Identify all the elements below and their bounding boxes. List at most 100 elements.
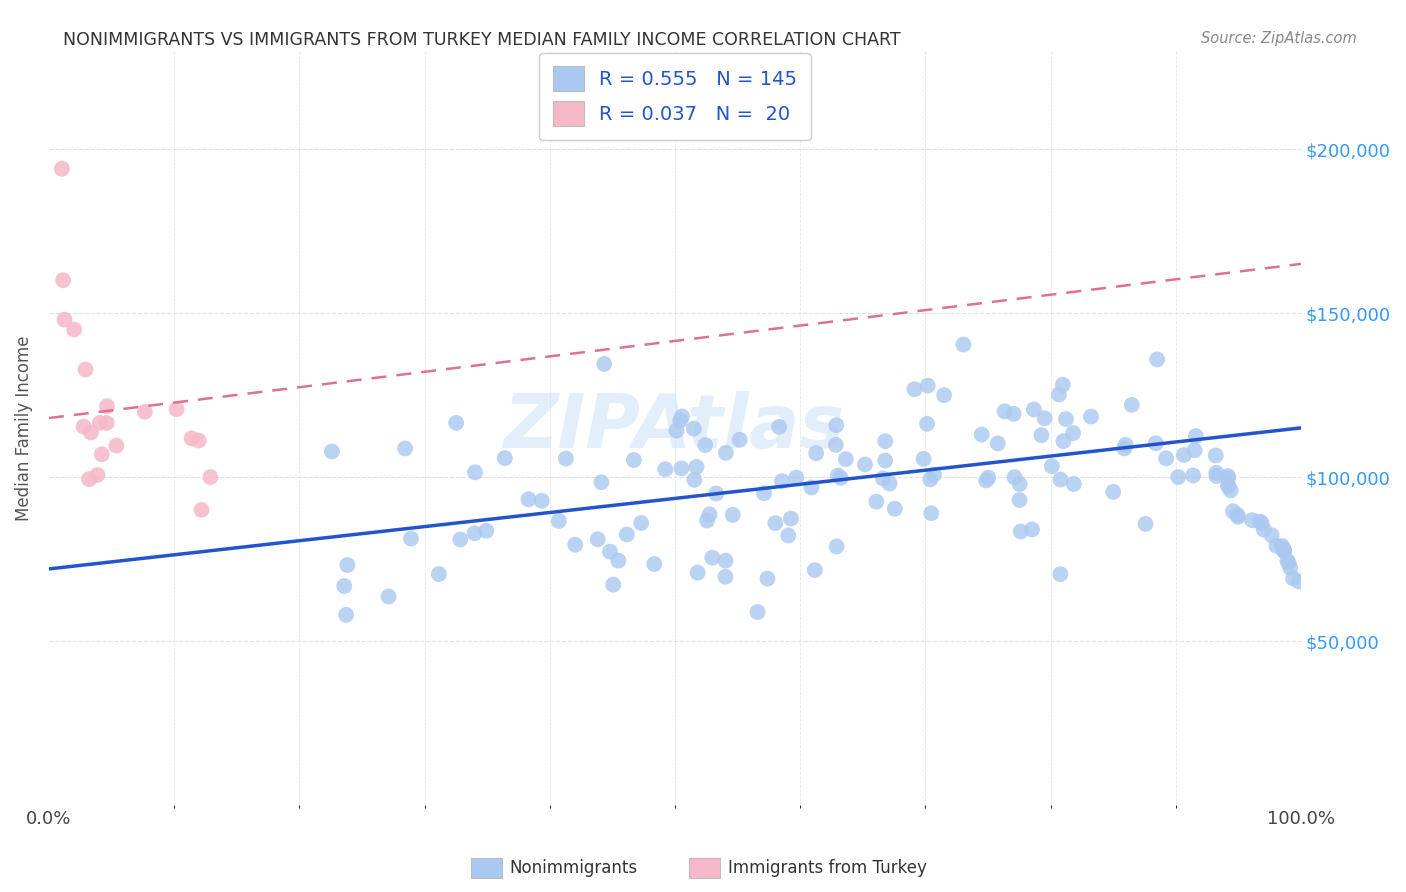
Point xyxy=(915,417,938,431)
Point xyxy=(1033,411,1056,425)
Point xyxy=(883,501,905,516)
Point xyxy=(1205,449,1227,463)
Point xyxy=(1173,448,1195,462)
Point xyxy=(922,467,945,482)
Point xyxy=(671,409,693,424)
Point xyxy=(52,273,75,287)
Point xyxy=(825,418,848,433)
Point xyxy=(728,433,751,447)
Point xyxy=(778,528,800,542)
Point xyxy=(90,447,112,461)
Point xyxy=(1049,473,1071,487)
Point xyxy=(804,446,827,460)
Point xyxy=(785,471,807,485)
Point xyxy=(1062,426,1084,441)
Point xyxy=(1277,554,1299,568)
Point xyxy=(952,337,974,351)
Point xyxy=(1008,477,1031,491)
Point xyxy=(993,404,1015,418)
Point xyxy=(1219,483,1241,498)
Point xyxy=(827,468,849,483)
Point xyxy=(336,558,359,572)
Point xyxy=(444,416,467,430)
Point xyxy=(875,453,897,467)
Point xyxy=(1146,352,1168,367)
Point xyxy=(51,161,73,176)
Point xyxy=(747,605,769,619)
Point xyxy=(377,590,399,604)
Point xyxy=(1277,556,1299,570)
Point xyxy=(96,416,118,430)
Point xyxy=(671,461,693,475)
Point xyxy=(654,462,676,476)
Point xyxy=(530,493,553,508)
Point xyxy=(1049,567,1071,582)
Point xyxy=(987,436,1010,450)
Point xyxy=(1218,479,1240,493)
Point xyxy=(1226,508,1249,522)
Point xyxy=(686,566,709,580)
Point xyxy=(564,538,586,552)
Point xyxy=(616,527,638,541)
Point xyxy=(714,446,737,460)
Text: Immigrants from Turkey: Immigrants from Turkey xyxy=(728,859,927,877)
Point xyxy=(768,420,790,434)
Point xyxy=(1121,398,1143,412)
Point xyxy=(970,427,993,442)
Point xyxy=(630,516,652,530)
Point xyxy=(394,442,416,456)
Point xyxy=(72,419,94,434)
Point xyxy=(1182,468,1205,483)
Point xyxy=(464,466,486,480)
Point xyxy=(695,438,717,452)
Point xyxy=(494,451,516,466)
Point xyxy=(1102,484,1125,499)
Point xyxy=(1004,470,1026,484)
Point xyxy=(1216,471,1239,485)
Point xyxy=(1115,438,1137,452)
Point xyxy=(917,378,939,392)
Point xyxy=(704,486,727,500)
Point xyxy=(75,362,97,376)
Point xyxy=(1205,469,1227,483)
Point xyxy=(699,508,721,522)
Point xyxy=(134,405,156,419)
Point xyxy=(770,474,793,488)
Point xyxy=(1227,509,1250,524)
Point xyxy=(1272,541,1295,556)
Point xyxy=(1021,523,1043,537)
Point xyxy=(974,474,997,488)
Text: Source: ZipAtlas.com: Source: ZipAtlas.com xyxy=(1201,31,1357,46)
Point xyxy=(623,453,645,467)
Point xyxy=(721,508,744,522)
Point xyxy=(1080,409,1102,424)
Point xyxy=(752,486,775,500)
Point xyxy=(853,458,876,472)
Text: Nonimmigrants: Nonimmigrants xyxy=(509,859,637,877)
Point xyxy=(89,416,111,430)
Point xyxy=(602,577,624,591)
Point xyxy=(80,425,103,440)
Point xyxy=(875,434,897,449)
Point xyxy=(1002,407,1025,421)
Point xyxy=(321,444,343,458)
Point xyxy=(1008,493,1031,508)
Point xyxy=(475,524,498,538)
Point xyxy=(683,473,706,487)
Point xyxy=(180,431,202,445)
Y-axis label: Median Family Income: Median Family Income xyxy=(15,335,32,521)
Point xyxy=(1260,528,1282,542)
Point xyxy=(1063,477,1085,491)
Point xyxy=(669,414,692,428)
Point xyxy=(920,506,942,520)
Point xyxy=(714,554,737,568)
Point xyxy=(105,439,128,453)
Point xyxy=(1047,387,1070,401)
Point xyxy=(86,467,108,482)
Point xyxy=(780,511,803,525)
Point xyxy=(1185,429,1208,443)
Point xyxy=(190,503,212,517)
Text: NONIMMIGRANTS VS IMMIGRANTS FROM TURKEY MEDIAN FAMILY INCOME CORRELATION CHART: NONIMMIGRANTS VS IMMIGRANTS FROM TURKEY … xyxy=(63,31,901,49)
Point xyxy=(865,494,887,508)
Point xyxy=(1253,523,1275,537)
